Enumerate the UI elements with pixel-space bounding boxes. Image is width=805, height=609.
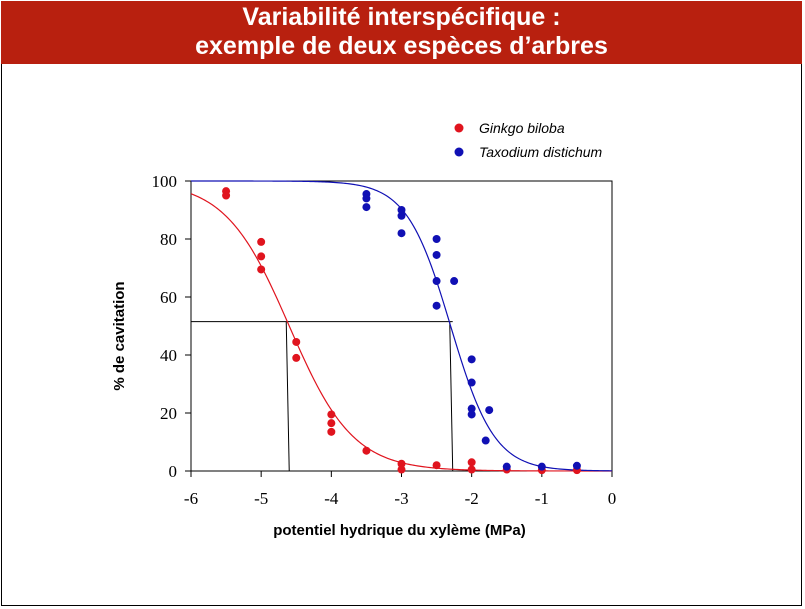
legend-marker xyxy=(454,123,464,133)
series-taxodium xyxy=(362,190,581,471)
x-tick-label: -1 xyxy=(535,489,549,508)
x-tick-label: -6 xyxy=(184,489,198,508)
x-tick-label: -5 xyxy=(254,489,268,508)
data-point xyxy=(257,252,266,261)
y-tick-label: 20 xyxy=(160,404,177,423)
slide-title-line2: exemple de deux espèces d’arbres xyxy=(195,32,608,60)
data-point xyxy=(432,461,441,470)
x-tick-label: -3 xyxy=(394,489,408,508)
data-point xyxy=(362,446,371,455)
data-point xyxy=(397,459,406,468)
x-axis-label: potentiel hydrique du xylème (MPa) xyxy=(273,522,526,539)
data-point xyxy=(362,203,371,212)
y-tick-label: 100 xyxy=(152,172,178,191)
data-point xyxy=(537,462,546,471)
legend-marker xyxy=(454,147,464,157)
data-point xyxy=(485,406,494,415)
data-point xyxy=(432,235,441,243)
data-point xyxy=(467,410,476,419)
x-tick-label: -4 xyxy=(324,489,339,508)
p50-vertical-line xyxy=(285,321,290,472)
data-point xyxy=(292,353,301,362)
x-tick-label: -2 xyxy=(465,489,479,508)
title-banner: Variabilité interspécifique : exemple de… xyxy=(1,1,802,64)
y-tick-label: 60 xyxy=(160,288,177,307)
data-point xyxy=(481,436,490,445)
series-ginkgo xyxy=(222,187,581,475)
data-point xyxy=(450,277,459,286)
data-point xyxy=(432,250,441,259)
data-point xyxy=(467,355,476,364)
fit-curve-taxodium xyxy=(191,180,613,472)
data-point xyxy=(257,265,266,274)
data-point xyxy=(467,404,476,413)
data-point xyxy=(397,229,406,238)
data-point xyxy=(222,191,231,200)
data-point xyxy=(292,337,301,346)
plot-area xyxy=(190,180,613,472)
y-tick-label: 40 xyxy=(160,346,177,365)
data-point xyxy=(327,427,336,436)
data-point xyxy=(397,211,406,220)
y-tick-label: 0 xyxy=(169,462,178,481)
y-tick-label: 80 xyxy=(160,230,177,249)
data-point xyxy=(257,237,266,246)
data-point xyxy=(502,462,511,471)
data-point xyxy=(467,378,476,387)
data-point xyxy=(432,277,441,286)
data-point xyxy=(467,465,476,474)
data-point xyxy=(327,410,336,419)
p50-vertical-line xyxy=(449,321,454,472)
data-point xyxy=(397,206,406,214)
y-axis-label: % de cavitation xyxy=(111,281,128,390)
x-tick-label: 0 xyxy=(608,489,617,508)
slide-title-line1: Variabilité interspécifique : xyxy=(242,3,561,31)
data-point xyxy=(432,301,441,310)
legend-label: Taxodium distichum xyxy=(479,144,603,160)
data-point xyxy=(572,461,581,470)
data-point xyxy=(362,194,371,203)
data-point xyxy=(397,465,406,474)
data-point xyxy=(467,458,476,467)
legend-label: Ginkgo biloba xyxy=(479,120,565,136)
data-point xyxy=(327,419,336,428)
